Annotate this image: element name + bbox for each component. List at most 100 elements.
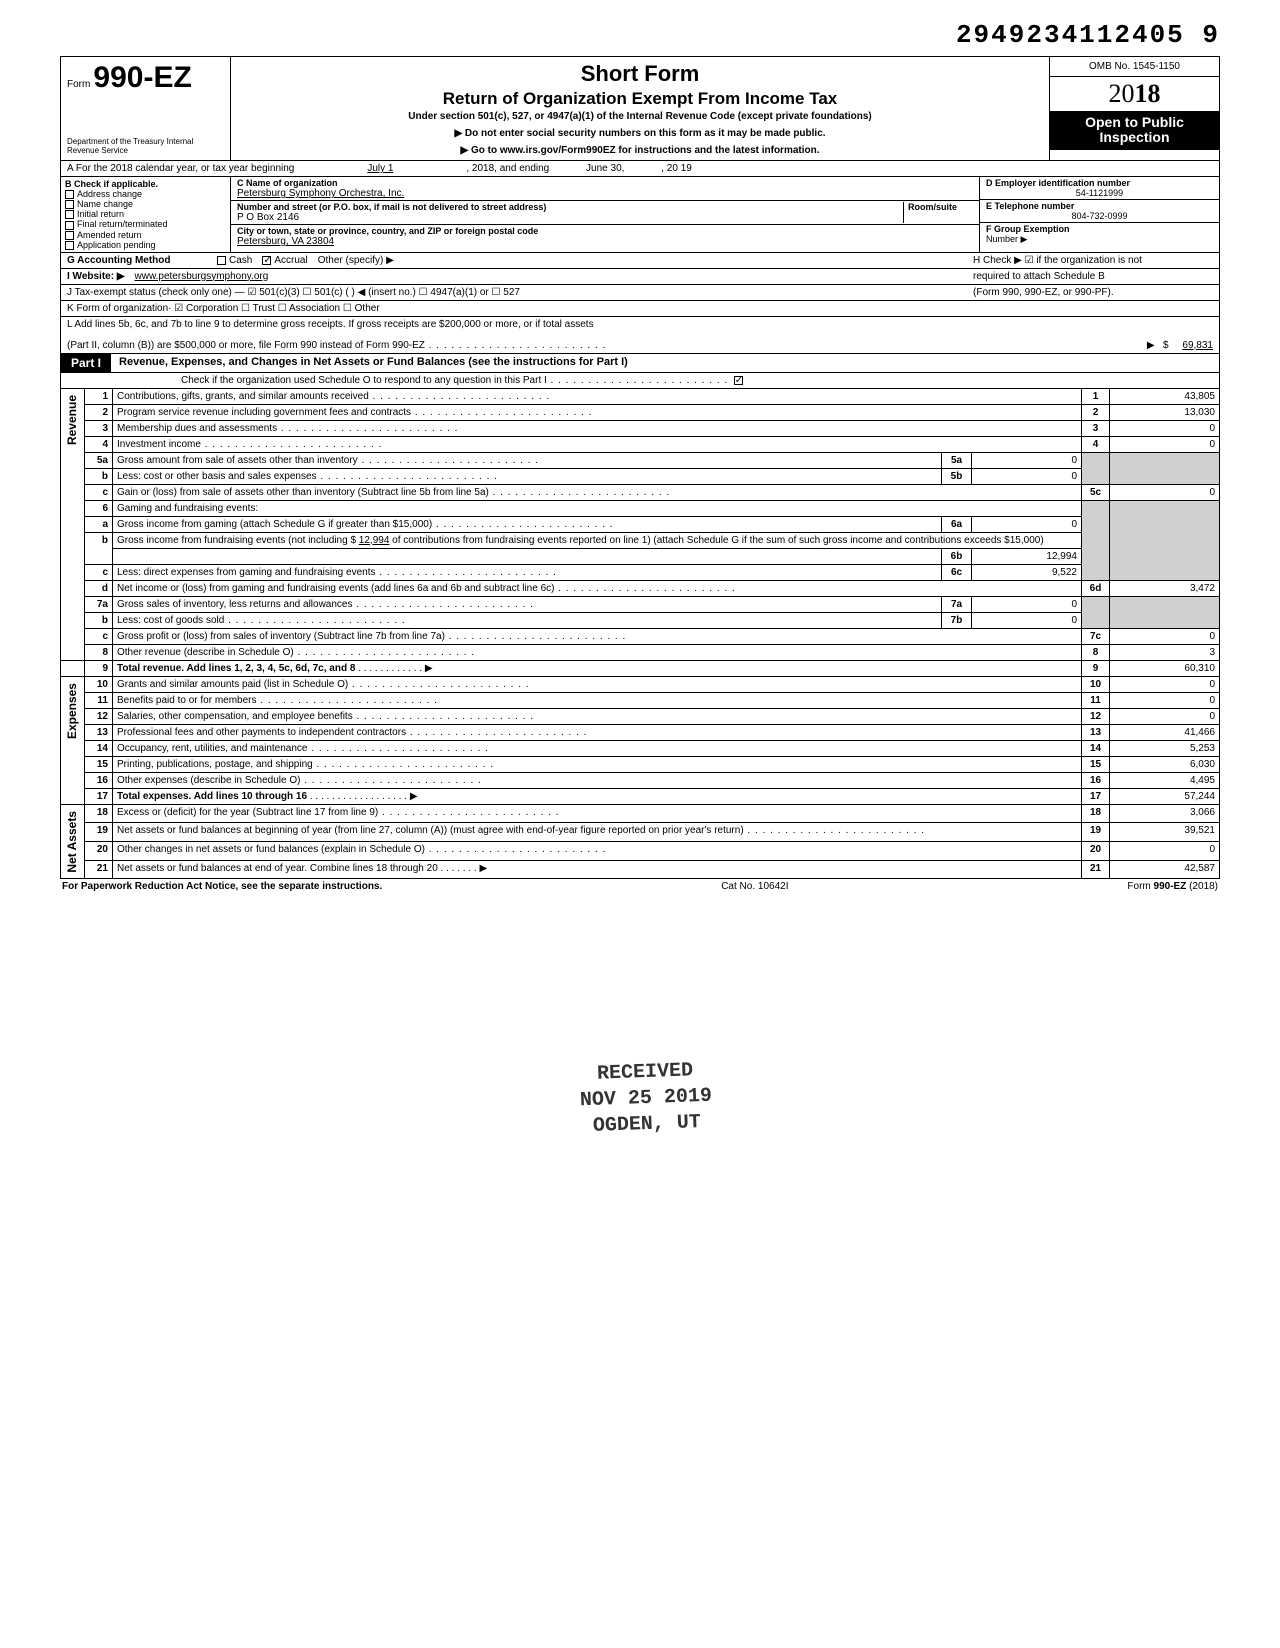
inval-6a: 0	[972, 516, 1082, 532]
col-c: C Name of organization Petersburg Sympho…	[231, 177, 979, 252]
desc-6: Gaming and fundraising events:	[113, 500, 1082, 516]
row-g: G Accounting Method Cash Accrual Other (…	[61, 253, 1219, 269]
footer-right: Form 990-EZ (2018)	[1127, 881, 1218, 892]
ln-15: 15	[85, 756, 113, 772]
desc-6a: Gross income from gaming (attach Schedul…	[113, 516, 942, 532]
val-1: 43,805	[1110, 389, 1220, 405]
cb-cash[interactable]	[217, 256, 226, 265]
h3-label: (Form 990, 990-EZ, or 990-PF).	[973, 287, 1213, 298]
cb-final-label: Final return/terminated	[77, 219, 168, 229]
cb-initial[interactable]	[65, 210, 74, 219]
row-a-label: A For the 2018 calendar year, or tax yea…	[67, 163, 294, 174]
desc-8: Other revenue (describe in Schedule O)	[113, 644, 1082, 660]
cb-initial-label: Initial return	[77, 209, 124, 219]
stamp-l2: NOV 25 2019	[580, 1084, 713, 1115]
ln-1: 1	[85, 389, 113, 405]
innum-6b: 6b	[942, 548, 972, 564]
shade-6v	[1110, 500, 1220, 580]
desc-6b-blank	[113, 548, 942, 564]
num-6d: 6d	[1082, 580, 1110, 596]
col-de: D Employer identification number 54-1121…	[979, 177, 1219, 252]
org-name: Petersburg Symphony Orchestra, Inc.	[237, 188, 973, 199]
num-8: 8	[1082, 644, 1110, 660]
num-2: 2	[1082, 404, 1110, 420]
year-bold: 18	[1135, 79, 1161, 108]
desc-21: Net assets or fund balances at end of ye…	[113, 860, 1082, 879]
omb: OMB No. 1545-1150	[1050, 57, 1219, 77]
ln-6a: a	[85, 516, 113, 532]
innum-5b: 5b	[942, 468, 972, 484]
innum-7b: 7b	[942, 612, 972, 628]
g-label: G Accounting Method	[67, 255, 207, 266]
ln-6d: d	[85, 580, 113, 596]
desc-5b: Less: cost or other basis and sales expe…	[113, 468, 942, 484]
footer-mid: Cat No. 10642I	[721, 881, 788, 892]
shade-7	[1082, 596, 1110, 628]
ln-5c: c	[85, 484, 113, 500]
val-20: 0	[1110, 842, 1220, 861]
desc-17: Total expenses. Add lines 10 through 16 …	[113, 788, 1082, 804]
revenue-label: Revenue	[65, 391, 79, 449]
ln-10: 10	[85, 676, 113, 692]
desc-17b: Total expenses. Add lines 10 through 16	[117, 791, 307, 802]
ln-2: 2	[85, 404, 113, 420]
num-14: 14	[1082, 740, 1110, 756]
cb-amended[interactable]	[65, 231, 74, 240]
part1-title: Revenue, Expenses, and Changes in Net As…	[111, 354, 1219, 372]
ln-17: 17	[85, 788, 113, 804]
group-label2: Number ▶	[986, 234, 1213, 245]
cb-name[interactable]	[65, 200, 74, 209]
num-15: 15	[1082, 756, 1110, 772]
cb-pending[interactable]	[65, 241, 74, 250]
cb-schedule-o[interactable]	[734, 376, 743, 385]
desc-14: Occupancy, rent, utilities, and maintena…	[113, 740, 1082, 756]
received-stamp: RECEIVED NOV 25 2019 OGDEN, UT	[579, 1058, 714, 1141]
val-21: 42,587	[1110, 860, 1220, 879]
desc-21b: Net assets or fund balances at end of ye…	[117, 863, 438, 874]
val-2: 13,030	[1110, 404, 1220, 420]
ln-20: 20	[85, 842, 113, 861]
val-3: 0	[1110, 420, 1220, 436]
city-label: City or town, state or province, country…	[237, 226, 973, 236]
desc-16: Other expenses (describe in Schedule O)	[113, 772, 1082, 788]
title: Short Form	[237, 61, 1043, 87]
footer: For Paperwork Reduction Act Notice, see …	[60, 881, 1220, 892]
name-label: C Name of organization	[237, 178, 973, 188]
period-end: June 30,	[555, 163, 655, 174]
desc-13: Professional fees and other payments to …	[113, 724, 1082, 740]
subline: Under section 501(c), 527, or 4947(a)(1)…	[237, 111, 1043, 122]
cb-address-label: Address change	[77, 189, 142, 199]
website: www.petersburgsymphony.org	[135, 271, 269, 282]
desc-11: Benefits paid to or for members	[113, 692, 1082, 708]
ln-3: 3	[85, 420, 113, 436]
form-container: 2949234112405 9 Form 990-EZ Department o…	[60, 20, 1220, 892]
inspection-badge: Open to Public Inspection	[1050, 111, 1219, 150]
desc-7c: Gross profit or (loss) from sales of inv…	[113, 628, 1082, 644]
cb-final[interactable]	[65, 221, 74, 230]
row-a-end2: , 20 19	[661, 163, 692, 174]
val-9: 60,310	[1110, 660, 1220, 676]
g-cash: Cash	[229, 255, 252, 266]
val-7c: 0	[1110, 628, 1220, 644]
cb-accrual[interactable]	[262, 256, 271, 265]
row-k: K Form of organization· ☑ Corporation ☐ …	[61, 301, 1219, 317]
department: Department of the Treasury Internal Reve…	[67, 138, 224, 156]
desc-19: Net assets or fund balances at beginning…	[113, 823, 1082, 842]
desc-15: Printing, publications, postage, and shi…	[113, 756, 1082, 772]
shade-7v	[1110, 596, 1220, 628]
ln-11: 11	[85, 692, 113, 708]
col-b-header: B Check if applicable.	[65, 179, 226, 189]
inval-5a: 0	[972, 452, 1082, 468]
num-18: 18	[1082, 804, 1110, 823]
cb-address[interactable]	[65, 190, 74, 199]
val-8: 3	[1110, 644, 1220, 660]
ln-4: 4	[85, 436, 113, 452]
period-begin: July 1	[300, 163, 460, 174]
desc-20: Other changes in net assets or fund bala…	[113, 842, 1082, 861]
tax-year: 2018	[1050, 77, 1219, 111]
ln-7a: 7a	[85, 596, 113, 612]
netassets-side: Net Assets	[61, 804, 85, 879]
netassets-label: Net Assets	[65, 807, 79, 877]
street: P O Box 2146	[237, 212, 903, 223]
num-13: 13	[1082, 724, 1110, 740]
